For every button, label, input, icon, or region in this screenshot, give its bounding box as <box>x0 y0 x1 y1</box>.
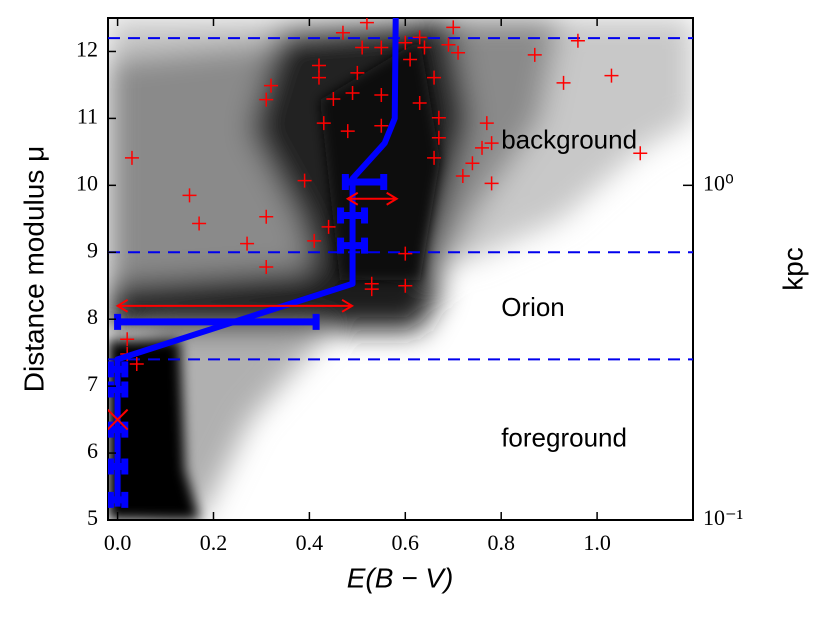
marker <box>527 47 542 62</box>
marker <box>479 116 494 131</box>
marker <box>431 110 446 125</box>
marker <box>455 168 470 183</box>
x-tick-label: 0.2 <box>200 530 228 555</box>
x-tick-label: 1.0 <box>583 530 611 555</box>
marker <box>264 78 279 93</box>
y-tick-label: 11 <box>77 103 98 128</box>
marker <box>321 219 336 234</box>
x-tick-label: 0.8 <box>487 530 515 555</box>
marker <box>441 37 456 52</box>
marker <box>192 216 207 231</box>
marker <box>259 209 274 224</box>
marker <box>403 52 418 67</box>
y2-tick-label: 10⁻¹ <box>703 505 743 530</box>
y-tick-label: 8 <box>87 304 98 329</box>
error-bar <box>114 313 320 330</box>
marker <box>398 278 413 293</box>
y-tick-label: 7 <box>87 371 98 396</box>
marker <box>451 45 466 60</box>
error-bar <box>108 381 129 398</box>
cross-marker <box>108 408 129 431</box>
marker <box>124 150 139 165</box>
marker <box>427 70 442 85</box>
marker <box>412 30 427 45</box>
x-tick-label: 0.6 <box>392 530 420 555</box>
marker <box>345 85 360 100</box>
marker <box>297 173 312 188</box>
x-tick-label: 0.0 <box>104 530 132 555</box>
y-tick-label: 6 <box>87 438 98 463</box>
error-bar <box>108 361 129 378</box>
marker <box>120 332 135 347</box>
marker <box>398 35 413 50</box>
marker <box>182 188 197 203</box>
marker <box>307 233 322 248</box>
marker <box>259 92 274 107</box>
marker <box>359 18 374 30</box>
arrow <box>115 298 355 313</box>
annotation: foreground <box>501 423 627 453</box>
y-tick-label: 12 <box>76 37 98 62</box>
marker <box>311 58 326 73</box>
arrow <box>345 191 399 206</box>
marker <box>259 259 274 274</box>
marker <box>398 246 413 261</box>
error-bar <box>108 458 129 475</box>
marker <box>446 20 461 35</box>
annotation: background <box>501 125 637 155</box>
marker <box>465 156 480 171</box>
y2-axis-label: kpc <box>777 247 808 291</box>
y-tick-label: 10 <box>76 170 98 195</box>
x-tick-label: 0.4 <box>296 530 324 555</box>
marker <box>475 140 490 155</box>
marker <box>431 130 446 145</box>
marker <box>484 136 499 151</box>
marker <box>326 91 341 106</box>
marker <box>427 150 442 165</box>
error-bar <box>108 491 129 508</box>
marker <box>240 236 255 251</box>
marker <box>350 65 365 80</box>
marker <box>374 40 389 55</box>
marker <box>335 25 350 40</box>
marker <box>570 33 585 48</box>
data-layer <box>108 18 693 508</box>
marker <box>364 282 379 297</box>
error-bar <box>337 207 369 224</box>
y-tick-label: 5 <box>87 505 98 530</box>
marker <box>374 118 389 133</box>
error-bar <box>337 237 369 254</box>
marker <box>129 357 144 372</box>
marker <box>417 40 432 55</box>
marker <box>316 116 331 131</box>
error-bar <box>341 173 388 190</box>
marker <box>311 70 326 85</box>
marker <box>633 146 648 161</box>
marker <box>604 68 619 83</box>
marker <box>556 75 571 90</box>
marker <box>412 96 427 111</box>
error-bar <box>108 421 129 438</box>
y-tick-label: 9 <box>87 237 98 262</box>
marker <box>355 40 370 55</box>
marker <box>374 87 389 102</box>
annotation: Orion <box>501 292 565 322</box>
marker <box>340 124 355 139</box>
y2-tick-label: 10⁰ <box>703 170 734 195</box>
y-axis-label: Distance modulus μ <box>18 146 49 392</box>
marker <box>484 176 499 191</box>
plot-frame <box>107 17 694 521</box>
x-axis-label: E(B − V) <box>347 562 454 593</box>
